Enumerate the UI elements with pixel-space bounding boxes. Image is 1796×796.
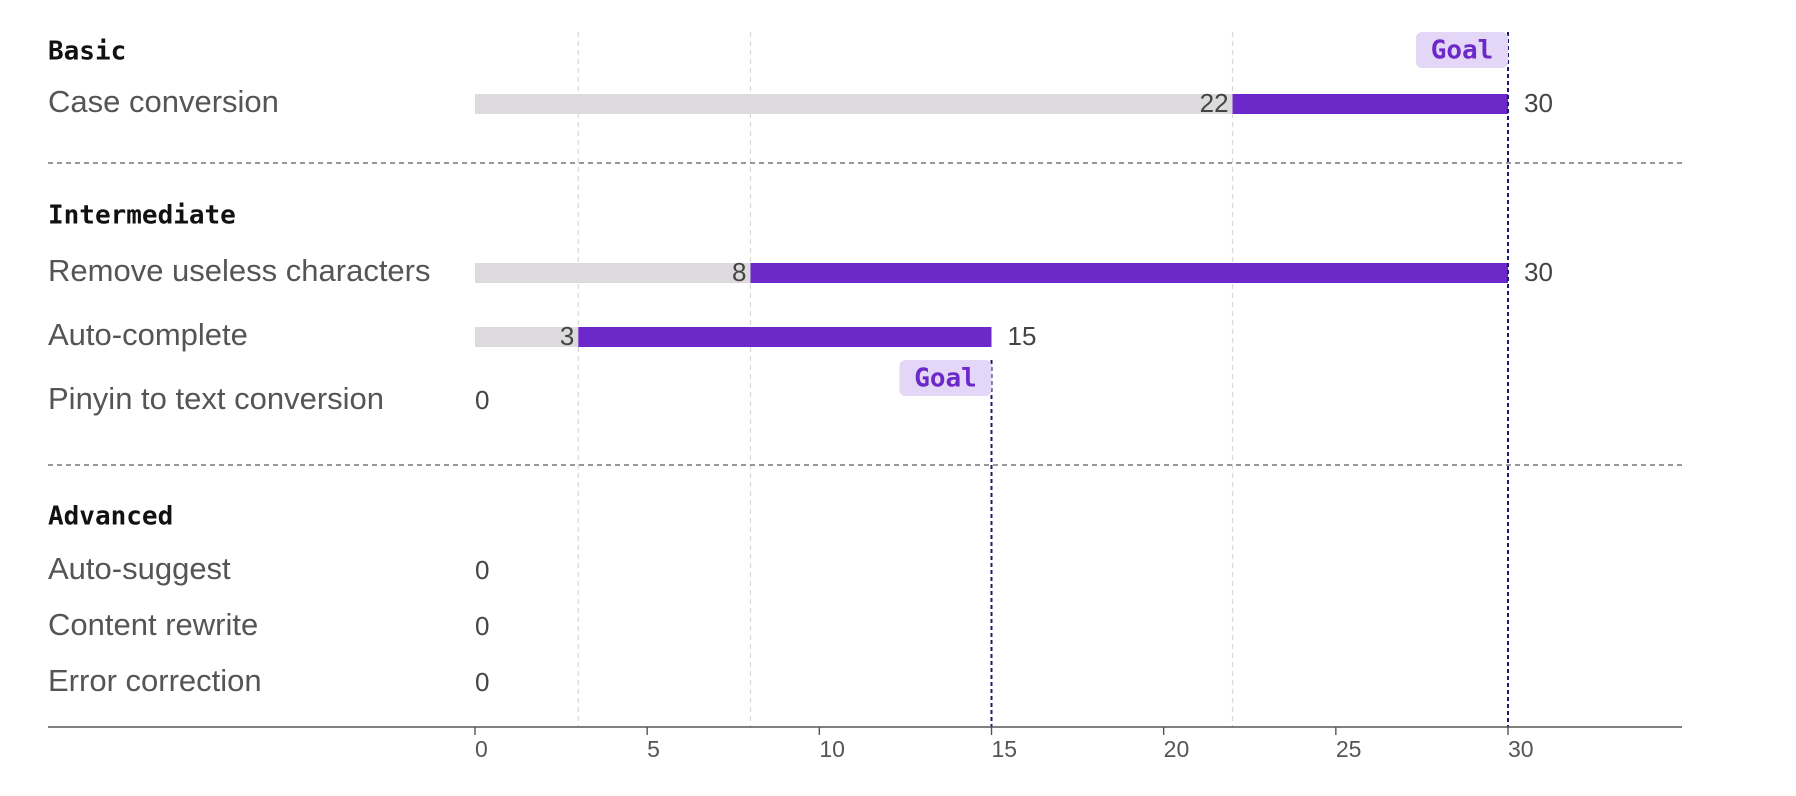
end-value-label: 15 — [1008, 321, 1037, 351]
x-tick-label: 30 — [1508, 736, 1534, 762]
progress-bar — [1232, 94, 1508, 114]
end-value-label: 0 — [475, 667, 489, 697]
row-label: Content rewrite — [48, 607, 258, 642]
row-label: Remove useless characters — [48, 253, 431, 288]
goal-badge — [1416, 32, 1508, 68]
start-value-label: 3 — [560, 321, 574, 351]
end-value-label: 0 — [475, 555, 489, 585]
grid-layer — [577, 32, 1234, 727]
x-tick-label: 10 — [819, 736, 845, 762]
start-value-label: 22 — [1200, 88, 1229, 118]
end-value-label: 0 — [475, 385, 489, 415]
end-value-label: 30 — [1524, 88, 1553, 118]
axis-layer: 0 5 10 15 20 25 30 — [48, 726, 1682, 762]
x-tick-label: 25 — [1336, 736, 1362, 762]
goal-label: Goal — [914, 364, 977, 394]
group-title: Advanced — [48, 502, 173, 532]
row-label: Auto-suggest — [48, 551, 231, 586]
x-tick-label: 5 — [647, 736, 660, 762]
row-label: Pinyin to text conversion — [48, 381, 384, 416]
progress-bar — [578, 327, 992, 347]
baseline-bar — [475, 327, 579, 347]
row-label: Case conversion — [48, 84, 279, 119]
goal-label: Goal — [1431, 36, 1494, 66]
x-tick-label: 0 — [475, 736, 488, 762]
baseline-bar — [475, 263, 751, 283]
x-tick-label: 15 — [992, 736, 1018, 762]
goal-badge — [899, 360, 992, 396]
end-value-label: 0 — [475, 611, 489, 641]
bar-layer — [475, 94, 1508, 347]
baseline-bar — [475, 94, 1233, 114]
group-title: Intermediate — [48, 201, 236, 231]
row-label: Error correction — [48, 663, 262, 698]
end-value-label: 30 — [1524, 257, 1553, 287]
row-label: Auto-complete — [48, 317, 248, 352]
x-tick-label: 20 — [1164, 736, 1190, 762]
start-value-label: 8 — [732, 257, 746, 287]
separator-layer — [48, 162, 1682, 466]
progress-bar — [750, 263, 1508, 283]
goal-layer: Goal Goal — [899, 32, 1509, 727]
group-title: Basic — [48, 37, 126, 67]
